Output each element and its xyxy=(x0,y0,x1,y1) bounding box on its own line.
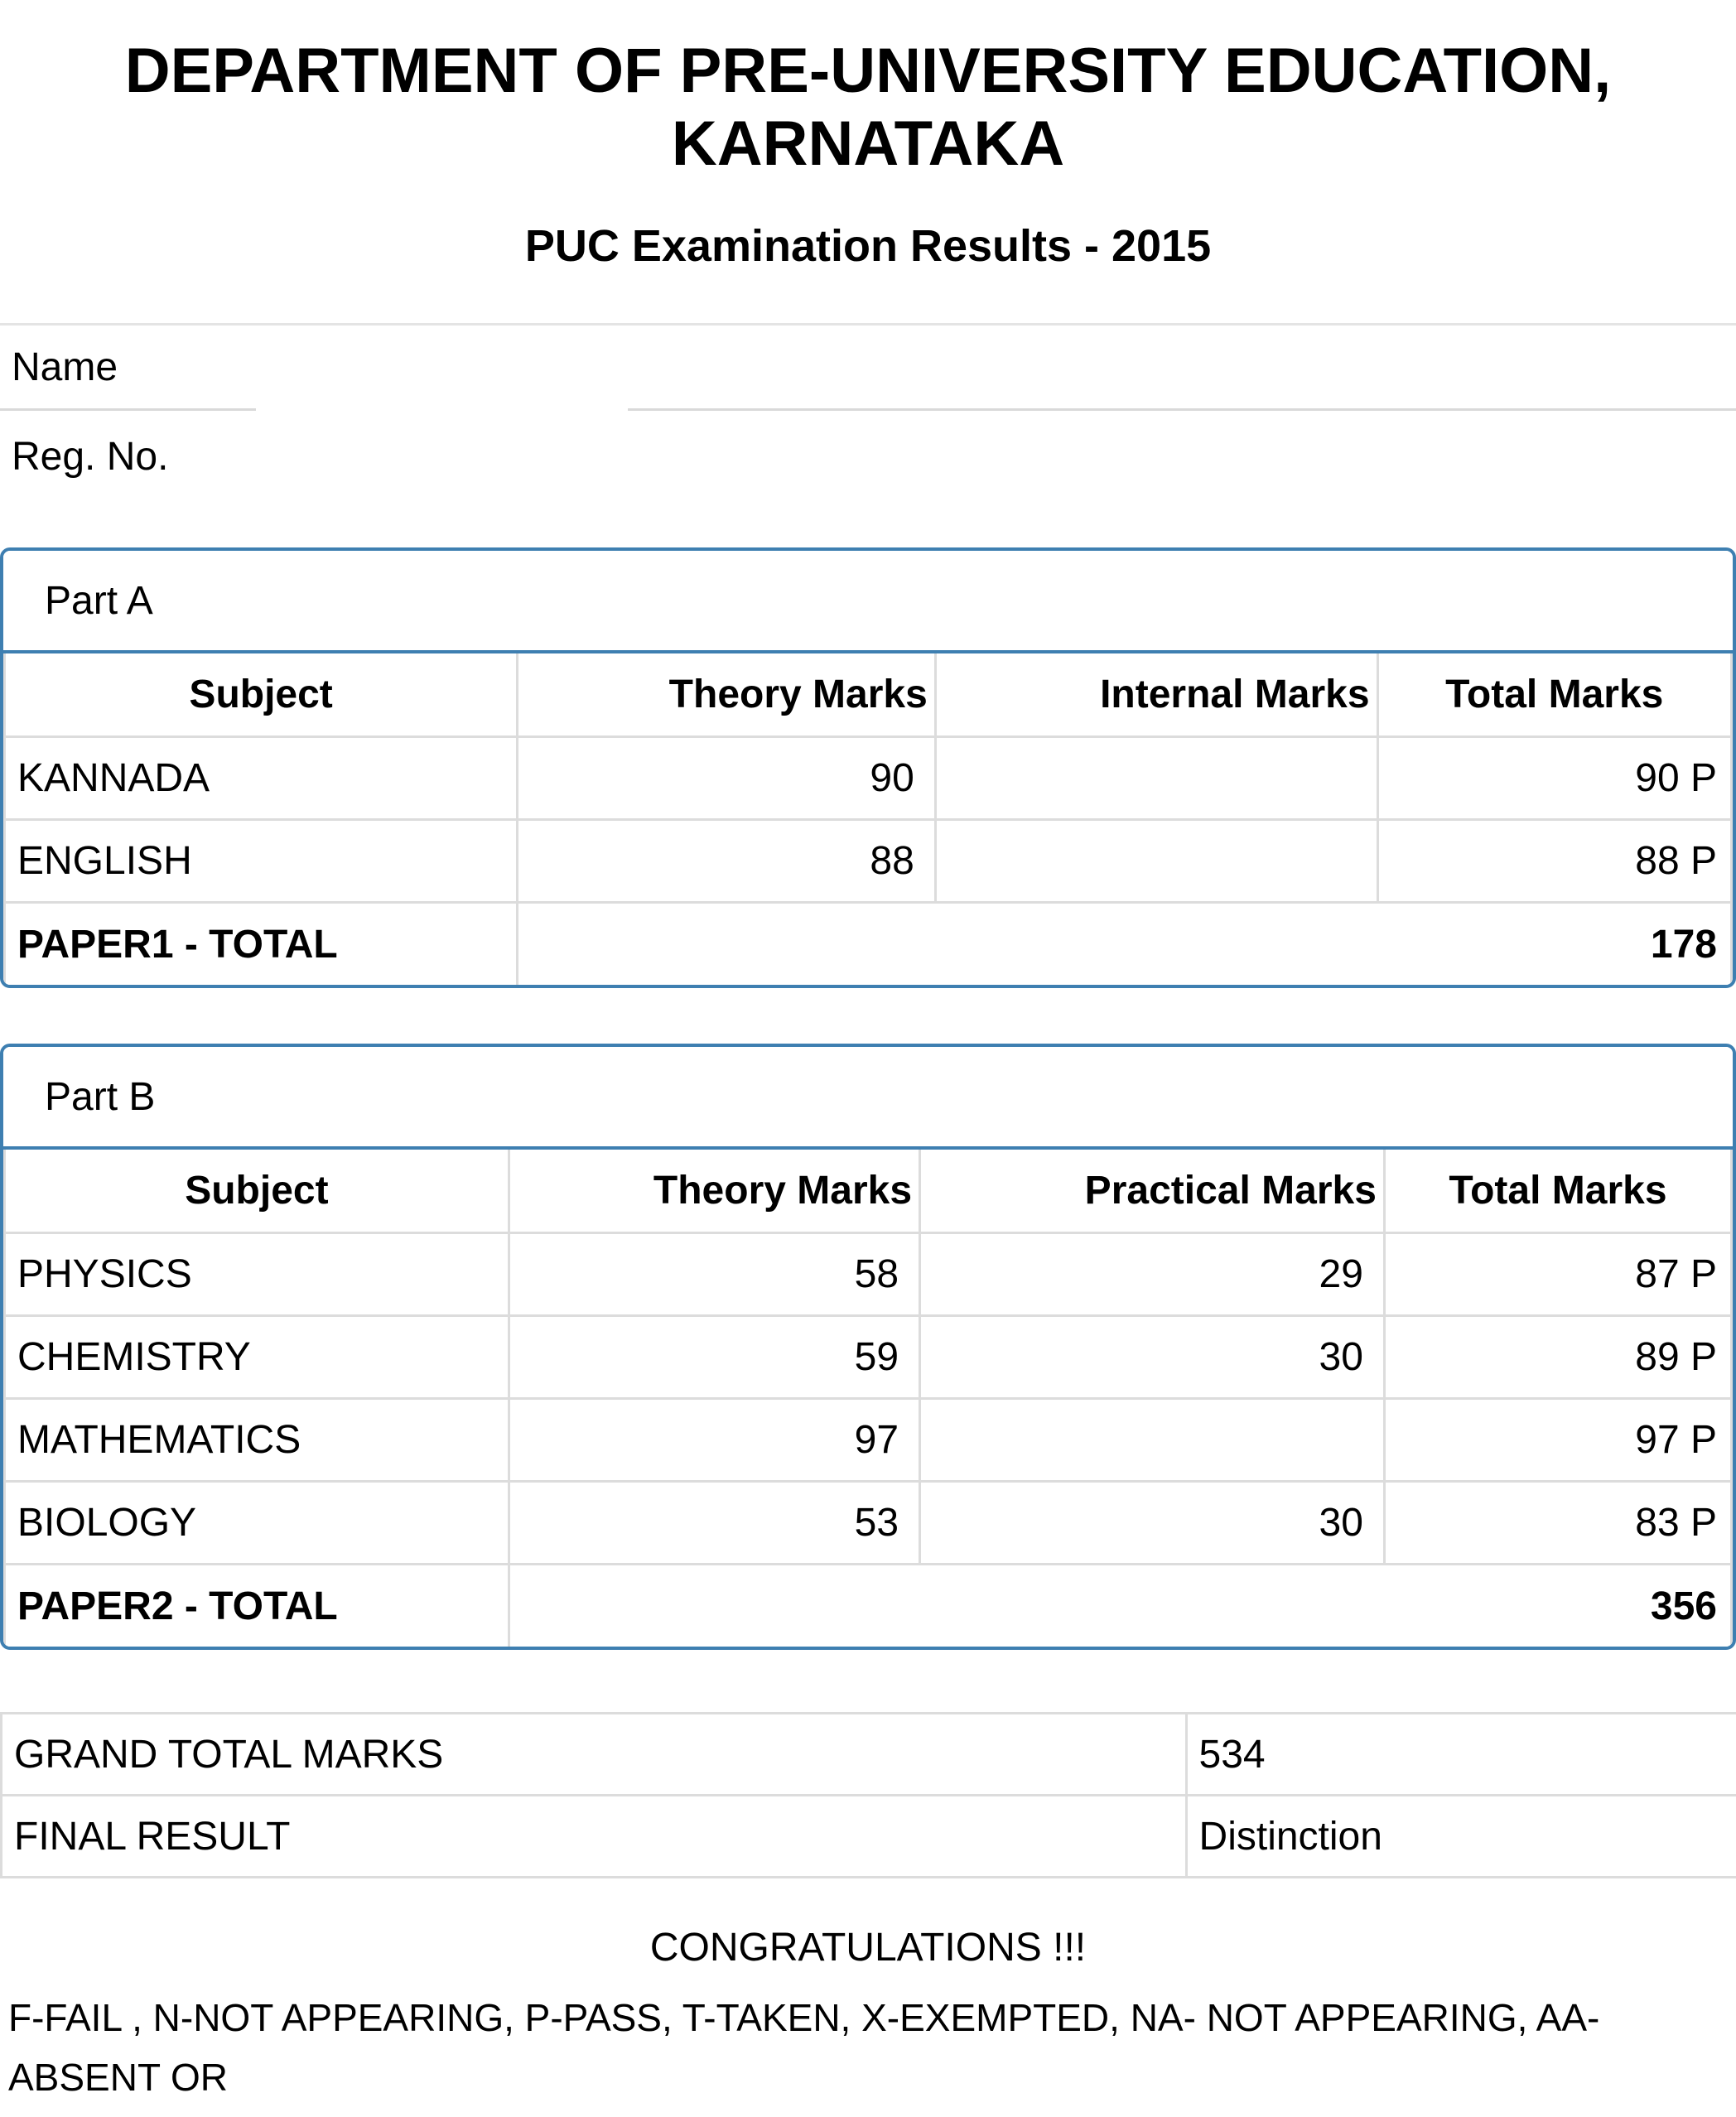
paper1-total-label: PAPER1 - TOTAL xyxy=(3,900,519,986)
table-row-physics: PHYSICS 58 29 87 P xyxy=(3,1231,1733,1317)
theory-marks-cell: 97 xyxy=(507,1396,922,1483)
grand-total-value: 534 xyxy=(1184,1712,1736,1797)
part-a-table: Subject Theory Marks Internal Marks Tota… xyxy=(3,653,1733,986)
name-gap xyxy=(256,326,628,411)
part-b-title: Part B xyxy=(3,1047,1733,1150)
part-a-col-subject: Subject xyxy=(3,653,519,738)
theory-marks-cell: 59 xyxy=(507,1314,922,1400)
part-a-col-internal: Internal Marks xyxy=(933,653,1379,738)
part-a-section: Part A Subject Theory Marks Internal Mar… xyxy=(0,547,1736,989)
part-a-col-theory: Theory Marks xyxy=(516,653,937,738)
paper2-total-row: PAPER2 - TOTAL 356 xyxy=(3,1562,1733,1647)
total-marks-cell: 90 P xyxy=(1376,735,1733,821)
paper1-total-value: 178 xyxy=(516,900,1733,986)
table-row-mathematics: MATHEMATICS 97 97 P xyxy=(3,1396,1733,1483)
practical-marks-cell: 30 xyxy=(919,1314,1386,1400)
total-marks-cell: 83 P xyxy=(1382,1479,1733,1565)
practical-marks-cell xyxy=(919,1396,1386,1483)
student-info-section: Name Reg. No. xyxy=(0,323,1736,502)
subject-cell: ENGLISH xyxy=(3,817,519,904)
theory-marks-cell: 88 xyxy=(516,817,937,904)
part-b-col-total: Total Marks xyxy=(1382,1150,1733,1234)
practical-marks-cell: 29 xyxy=(919,1231,1386,1317)
subject-cell: PHYSICS xyxy=(3,1231,510,1317)
page-title: DEPARTMENT OF PRE-UNIVERSITY EDUCATION, … xyxy=(124,36,1612,180)
internal-marks-cell xyxy=(933,817,1379,904)
final-result-value: Distinction xyxy=(1184,1794,1736,1879)
subject-cell: MATHEMATICS xyxy=(3,1396,510,1483)
name-row: Name xyxy=(0,326,1736,412)
name-label: Name xyxy=(0,326,256,412)
subject-cell: BIOLOGY xyxy=(3,1479,510,1565)
reg-no-row: Reg. No. xyxy=(0,411,1736,502)
grand-total-row: GRAND TOTAL MARKS 534 xyxy=(0,1712,1736,1797)
final-result-label: FINAL RESULT xyxy=(0,1794,1188,1879)
table-row-biology: BIOLOGY 53 30 83 P xyxy=(3,1479,1733,1565)
internal-marks-cell xyxy=(933,735,1379,821)
page-subtitle: PUC Examination Results - 2015 xyxy=(524,221,1212,272)
part-a-title: Part A xyxy=(3,551,1733,654)
final-result-row: FINAL RESULT Distinction xyxy=(0,1794,1736,1879)
reg-no-label: Reg. No. xyxy=(12,434,169,479)
paper2-total-label: PAPER2 - TOTAL xyxy=(3,1562,510,1647)
total-marks-cell: 87 P xyxy=(1382,1231,1733,1317)
legend-line-2: VALID MARKS xyxy=(8,2107,1728,2117)
part-b-col-subject: Subject xyxy=(3,1150,510,1234)
paper2-total-value: 356 xyxy=(507,1562,1733,1647)
theory-marks-cell: 58 xyxy=(507,1231,922,1317)
table-row-english: ENGLISH 88 88 P xyxy=(3,817,1733,904)
part-b-section: Part B Subject Theory Marks Practical Ma… xyxy=(0,1044,1736,1651)
subject-cell: KANNADA xyxy=(3,735,519,821)
theory-marks-cell: 90 xyxy=(516,735,937,821)
part-b-header-row: Subject Theory Marks Practical Marks Tot… xyxy=(3,1150,1733,1234)
total-marks-cell: 89 P xyxy=(1382,1314,1733,1400)
part-a-col-total: Total Marks xyxy=(1376,653,1733,738)
paper1-total-row: PAPER1 - TOTAL 178 xyxy=(3,900,1733,986)
result-codes-legend: F-FAIL , N-NOT APPEARING, P-PASS, T-TAKE… xyxy=(0,1989,1736,2117)
part-b-col-theory: Theory Marks xyxy=(507,1150,922,1234)
part-b-table: Subject Theory Marks Practical Marks Tot… xyxy=(3,1150,1733,1647)
total-marks-cell: 88 P xyxy=(1376,817,1733,904)
name-value-field xyxy=(628,326,1736,412)
total-marks-cell: 97 P xyxy=(1382,1396,1733,1483)
grand-total-label: GRAND TOTAL MARKS xyxy=(0,1712,1188,1797)
congratulations-message: CONGRATULATIONS !!! xyxy=(649,1926,1087,1970)
subject-cell: CHEMISTRY xyxy=(3,1314,510,1400)
practical-marks-cell: 30 xyxy=(919,1479,1386,1565)
theory-marks-cell: 53 xyxy=(507,1479,922,1565)
table-row-chemistry: CHEMISTRY 59 30 89 P xyxy=(3,1314,1733,1400)
legend-line-1: F-FAIL , N-NOT APPEARING, P-PASS, T-TAKE… xyxy=(8,1996,1600,2099)
summary-table: GRAND TOTAL MARKS 534 FINAL RESULT Disti… xyxy=(0,1712,1736,1879)
part-b-col-practical: Practical Marks xyxy=(919,1150,1386,1234)
part-a-header-row: Subject Theory Marks Internal Marks Tota… xyxy=(3,653,1733,738)
table-row-kannada: KANNADA 90 90 P xyxy=(3,735,1733,821)
